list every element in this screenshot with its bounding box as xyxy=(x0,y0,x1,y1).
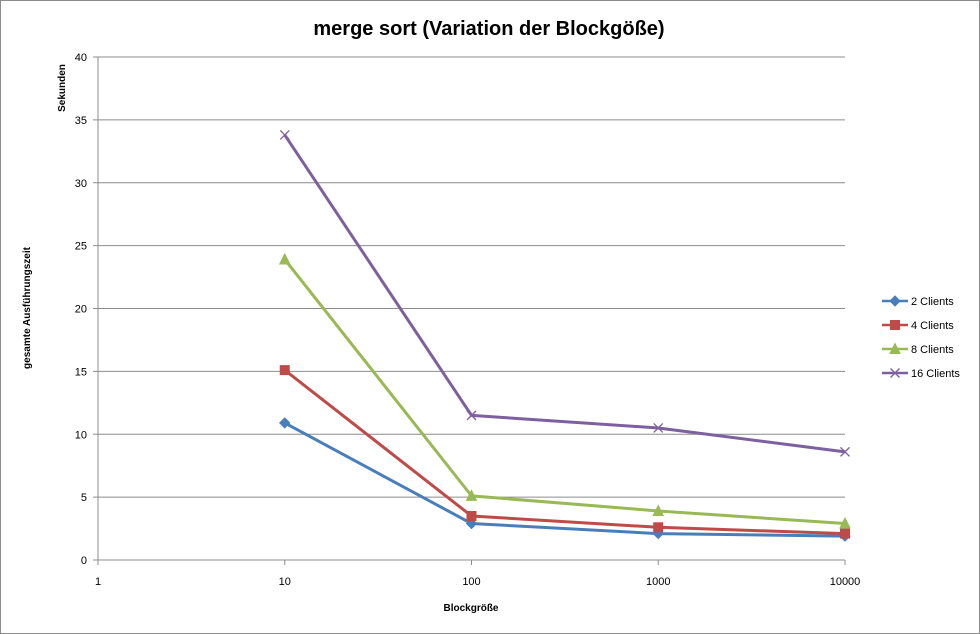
data-point xyxy=(839,516,851,529)
data-point xyxy=(279,365,290,376)
series-4-clients xyxy=(279,365,850,539)
y-tick-label: 5 xyxy=(81,492,87,504)
data-point xyxy=(652,504,665,516)
data-point xyxy=(279,417,291,429)
series-line xyxy=(283,368,846,536)
y-tick-label: 15 xyxy=(75,366,87,378)
legend-item: 2 Clients xyxy=(882,295,954,308)
axes xyxy=(93,56,846,565)
series-8-clients xyxy=(278,252,851,529)
y-tick-label: 0 xyxy=(81,555,87,567)
legend-label: 2 Clients xyxy=(911,296,954,308)
x-tick-labels: 1 10 100 1000 10000 xyxy=(95,576,860,588)
legend-item: 4 Clients xyxy=(882,320,954,332)
y-axis-unit-label: Sekunden xyxy=(57,64,68,112)
data-point xyxy=(840,446,850,457)
legend-marker xyxy=(889,295,901,307)
legend: 2 Clients 4 Clients 8 Clients 16 Clients xyxy=(882,295,960,380)
data-point xyxy=(466,410,477,421)
legend-item: 8 Clients xyxy=(882,342,954,356)
x-tick-label: 10 xyxy=(279,576,291,588)
data-point xyxy=(278,252,291,265)
x-tick-label: 10000 xyxy=(830,576,861,588)
legend-marker xyxy=(889,342,901,354)
series-line xyxy=(283,258,846,526)
legend-label: 8 Clients xyxy=(911,344,954,356)
x-tick-label: 100 xyxy=(462,576,480,588)
data-point xyxy=(465,517,478,530)
gridlines xyxy=(98,56,845,498)
data-point xyxy=(653,522,664,533)
x-tick-label: 1000 xyxy=(646,576,670,588)
y-tick-label: 30 xyxy=(75,178,87,190)
data-point xyxy=(279,130,290,140)
y-axis-title: gesamte Ausführungszeit xyxy=(22,246,33,369)
y-tick-label: 35 xyxy=(75,115,87,127)
data-series xyxy=(278,130,851,542)
series-16-clients xyxy=(279,130,850,457)
y-tick-label: 40 xyxy=(75,52,87,64)
y-tick-labels: 0 5 10 15 20 25 30 35 40 xyxy=(75,52,87,567)
legend-item: 16 Clients xyxy=(882,368,960,380)
data-point xyxy=(653,423,664,433)
y-tick-label: 10 xyxy=(75,429,87,441)
y-tick-label: 25 xyxy=(75,241,87,253)
chart-title: merge sort (Variation der Blockgöße) xyxy=(313,18,664,40)
series-line xyxy=(283,134,846,454)
x-tick-label: 1 xyxy=(95,576,101,588)
legend-label: 16 Clients xyxy=(911,368,960,380)
data-point xyxy=(840,528,850,539)
y-tick-label: 20 xyxy=(75,304,87,316)
series-line xyxy=(284,421,846,538)
legend-label: 4 Clients xyxy=(911,320,954,332)
legend-marker xyxy=(890,320,900,330)
data-point xyxy=(465,489,478,501)
x-axis-title: Blockgröße xyxy=(443,603,498,614)
legend-marker xyxy=(890,368,900,378)
data-point xyxy=(466,510,477,521)
